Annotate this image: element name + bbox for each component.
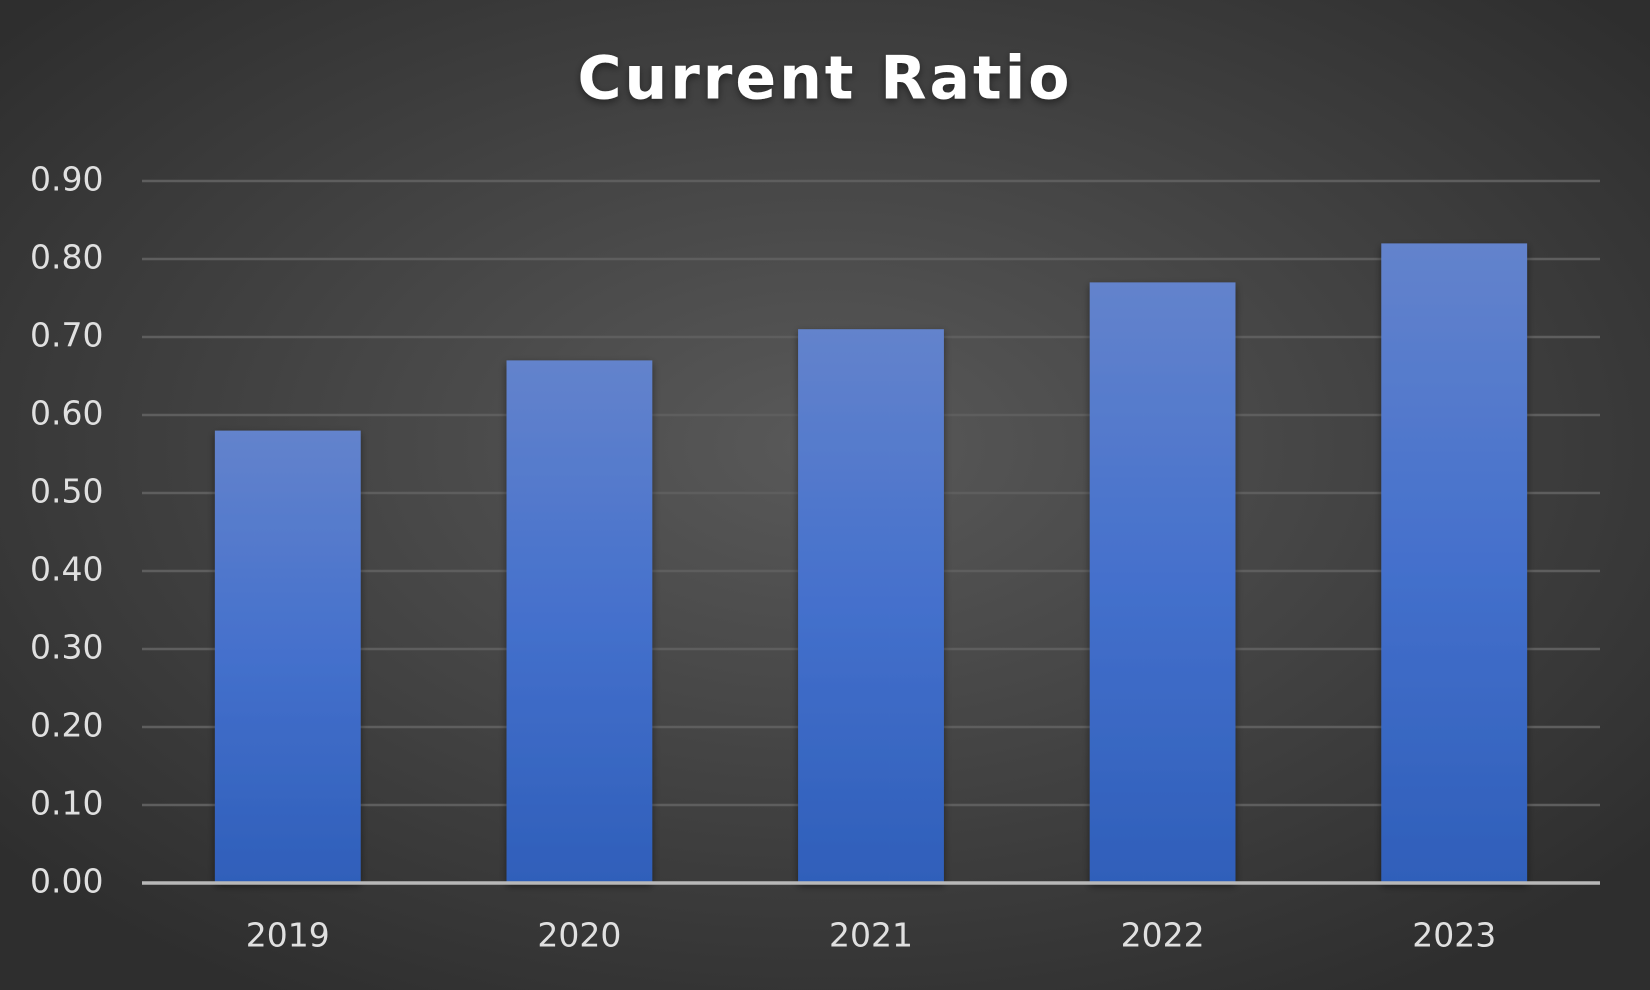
x-tick-label: 2023 <box>1412 916 1496 955</box>
bar <box>506 360 653 883</box>
y-tick-label: 0.50 <box>30 472 103 511</box>
x-tick-label: 2022 <box>1121 916 1205 955</box>
x-tick-label: 2020 <box>537 916 621 955</box>
y-tick-label: 0.30 <box>30 628 103 667</box>
y-tick-label: 0.40 <box>30 550 103 589</box>
y-tick-label: 0.90 <box>30 160 103 199</box>
y-tick-label: 0.00 <box>30 862 103 901</box>
y-tick-label: 0.70 <box>30 316 103 355</box>
bar <box>1381 243 1528 883</box>
y-tick-label: 0.20 <box>30 706 103 745</box>
x-tick-label: 2019 <box>246 916 330 955</box>
y-tick-label: 0.10 <box>30 784 103 823</box>
y-tick-label: 0.60 <box>30 394 103 433</box>
chart-title: Current Ratio <box>577 44 1072 114</box>
bar <box>214 430 361 883</box>
bar <box>1089 282 1236 883</box>
bar <box>798 329 944 883</box>
x-tick-label: 2021 <box>829 916 913 955</box>
y-tick-label: 0.80 <box>30 238 103 277</box>
